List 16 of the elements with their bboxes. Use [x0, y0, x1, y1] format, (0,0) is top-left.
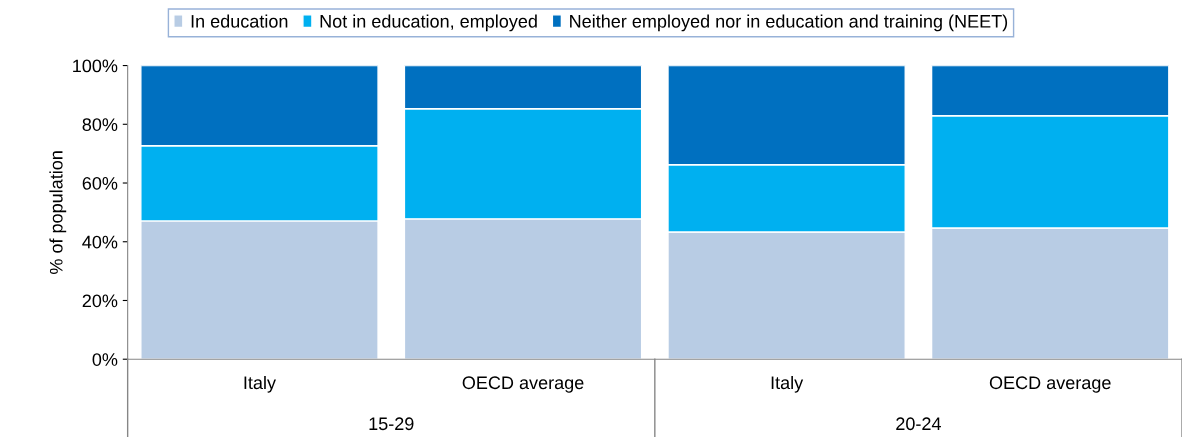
- x-tick-label: OECD average: [462, 376, 584, 393]
- y-tick-label: 60%: [82, 176, 118, 190]
- y-tick-label: 0%: [92, 353, 118, 366]
- x-tick-label: Italy: [244, 375, 276, 393]
- y-tick-label: 80%: [82, 118, 118, 131]
- legend-label: In education: [191, 14, 288, 28]
- y-tick-label: 40%: [82, 235, 118, 249]
- legend-label: Neither employed nor in education and training (NEET): [570, 14, 1008, 32]
- text: 20-24: [896, 417, 941, 431]
- y-tick-label: 20%: [82, 294, 118, 308]
- legend-label: Not in education, employed: [320, 14, 537, 32]
- text: 15-29: [369, 417, 414, 431]
- y-axis-title: % of population: [49, 151, 67, 274]
- y-tick-label: 100%: [73, 59, 118, 73]
- x-tick-label: Italy: [771, 375, 804, 393]
- x-tick-label: OECD average: [989, 376, 1111, 393]
